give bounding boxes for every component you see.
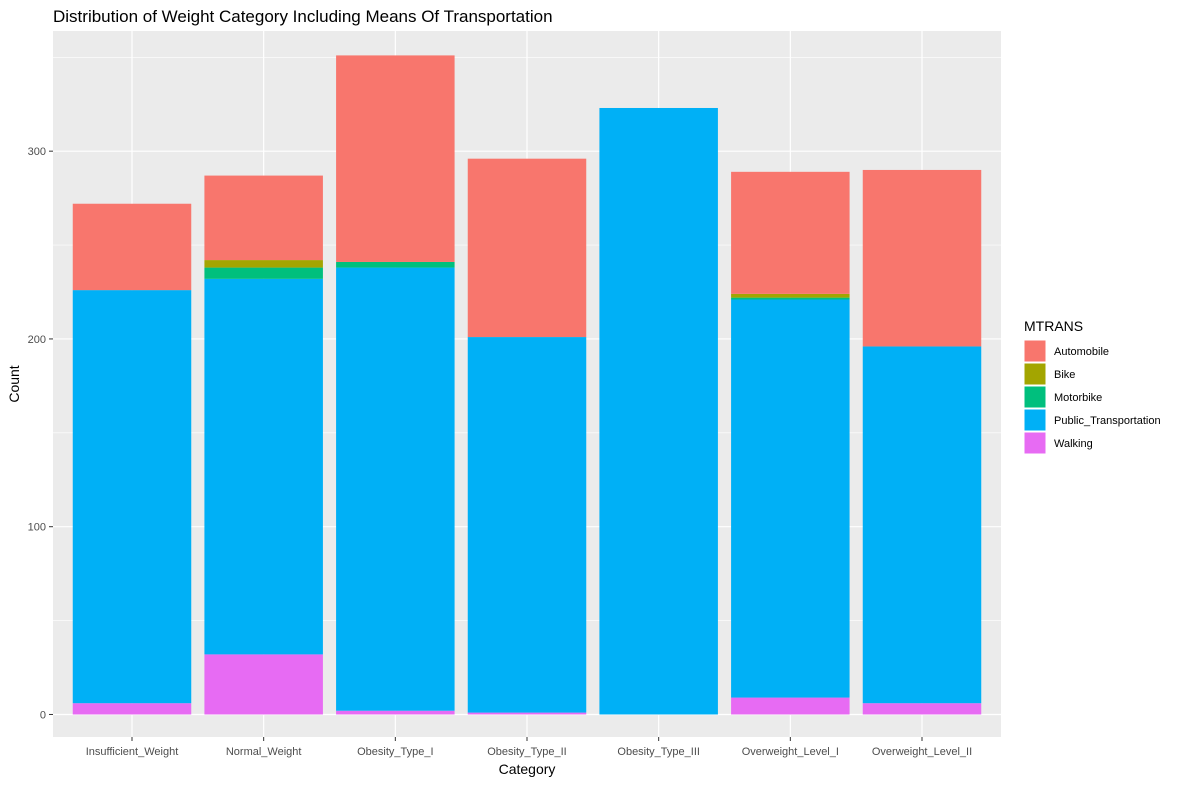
legend-label: Motorbike (1054, 392, 1102, 404)
y-tick-label: 100 (28, 522, 46, 534)
x-tick-label: Obesity_Type_II (487, 746, 567, 758)
bar-segment-public-transportation (204, 278, 323, 655)
y-axis: 0 100 200 300 (28, 146, 53, 721)
legend-key-public-transportation (1023, 408, 1047, 432)
bar-segment-bike (204, 260, 323, 268)
x-axis: Insufficient_Weight Normal_Weight Obesity_… (86, 737, 972, 758)
bar-segment-walking (731, 697, 850, 715)
x-tick-label: Obesity_Type_I (357, 746, 433, 758)
bar-segment-motorbike (204, 267, 323, 279)
legend-key-walking (1023, 431, 1047, 455)
bar-segment-walking (204, 654, 323, 715)
bar-segment-walking (862, 703, 982, 715)
bar-segment-automobile (72, 203, 192, 291)
bar-segment-public-transportation (862, 346, 982, 704)
bars (72, 55, 982, 715)
bar-segment-walking (72, 703, 192, 715)
bar-segment-automobile (862, 169, 982, 347)
y-tick-label: 300 (28, 146, 46, 158)
bar-segment-automobile (204, 175, 323, 261)
bar-segment-automobile (336, 55, 455, 262)
bar-segment-motorbike (731, 297, 850, 300)
legend: MTRANS Automobile Bike Motorbike Public_Tra… (1023, 318, 1161, 455)
x-tick-label: Normal_Weight (226, 746, 302, 758)
x-tick-label: Obesity_Type_III (617, 746, 700, 758)
bar-segment-motorbike (336, 261, 455, 268)
bar-segment-public-transportation (599, 107, 718, 715)
bar-segment-automobile (731, 171, 850, 294)
bar-segment-public-transportation (467, 337, 587, 713)
x-axis-title: Category (499, 761, 556, 777)
bar-segment-public-transportation (336, 267, 455, 711)
y-tick-label: 0 (40, 709, 46, 721)
legend-key-bike (1023, 362, 1047, 386)
bar-segment-bike (731, 293, 850, 298)
legend-label: Bike (1054, 369, 1075, 381)
bar-segment-automobile (467, 158, 587, 338)
bar-segment-walking (336, 710, 455, 715)
bar-segment-public-transportation (72, 290, 192, 704)
y-axis-title: Count (6, 365, 22, 402)
legend-label: Public_Transportation (1054, 415, 1161, 427)
legend-title: MTRANS (1024, 318, 1083, 334)
bar-segment-public-transportation (731, 299, 850, 698)
bar-segment-walking (467, 712, 587, 715)
legend-key-motorbike (1023, 385, 1047, 409)
legend-label: Automobile (1054, 346, 1109, 358)
chart-title: Distribution of Weight Category Includin… (53, 7, 553, 26)
x-tick-label: Insufficient_Weight (86, 746, 179, 758)
x-tick-label: Overweight_Level_I (742, 746, 839, 758)
y-tick-label: 200 (28, 334, 46, 346)
x-tick-label: Overweight_Level_II (872, 746, 972, 758)
legend-key-automobile (1023, 339, 1047, 363)
legend-label: Walking (1054, 438, 1093, 450)
